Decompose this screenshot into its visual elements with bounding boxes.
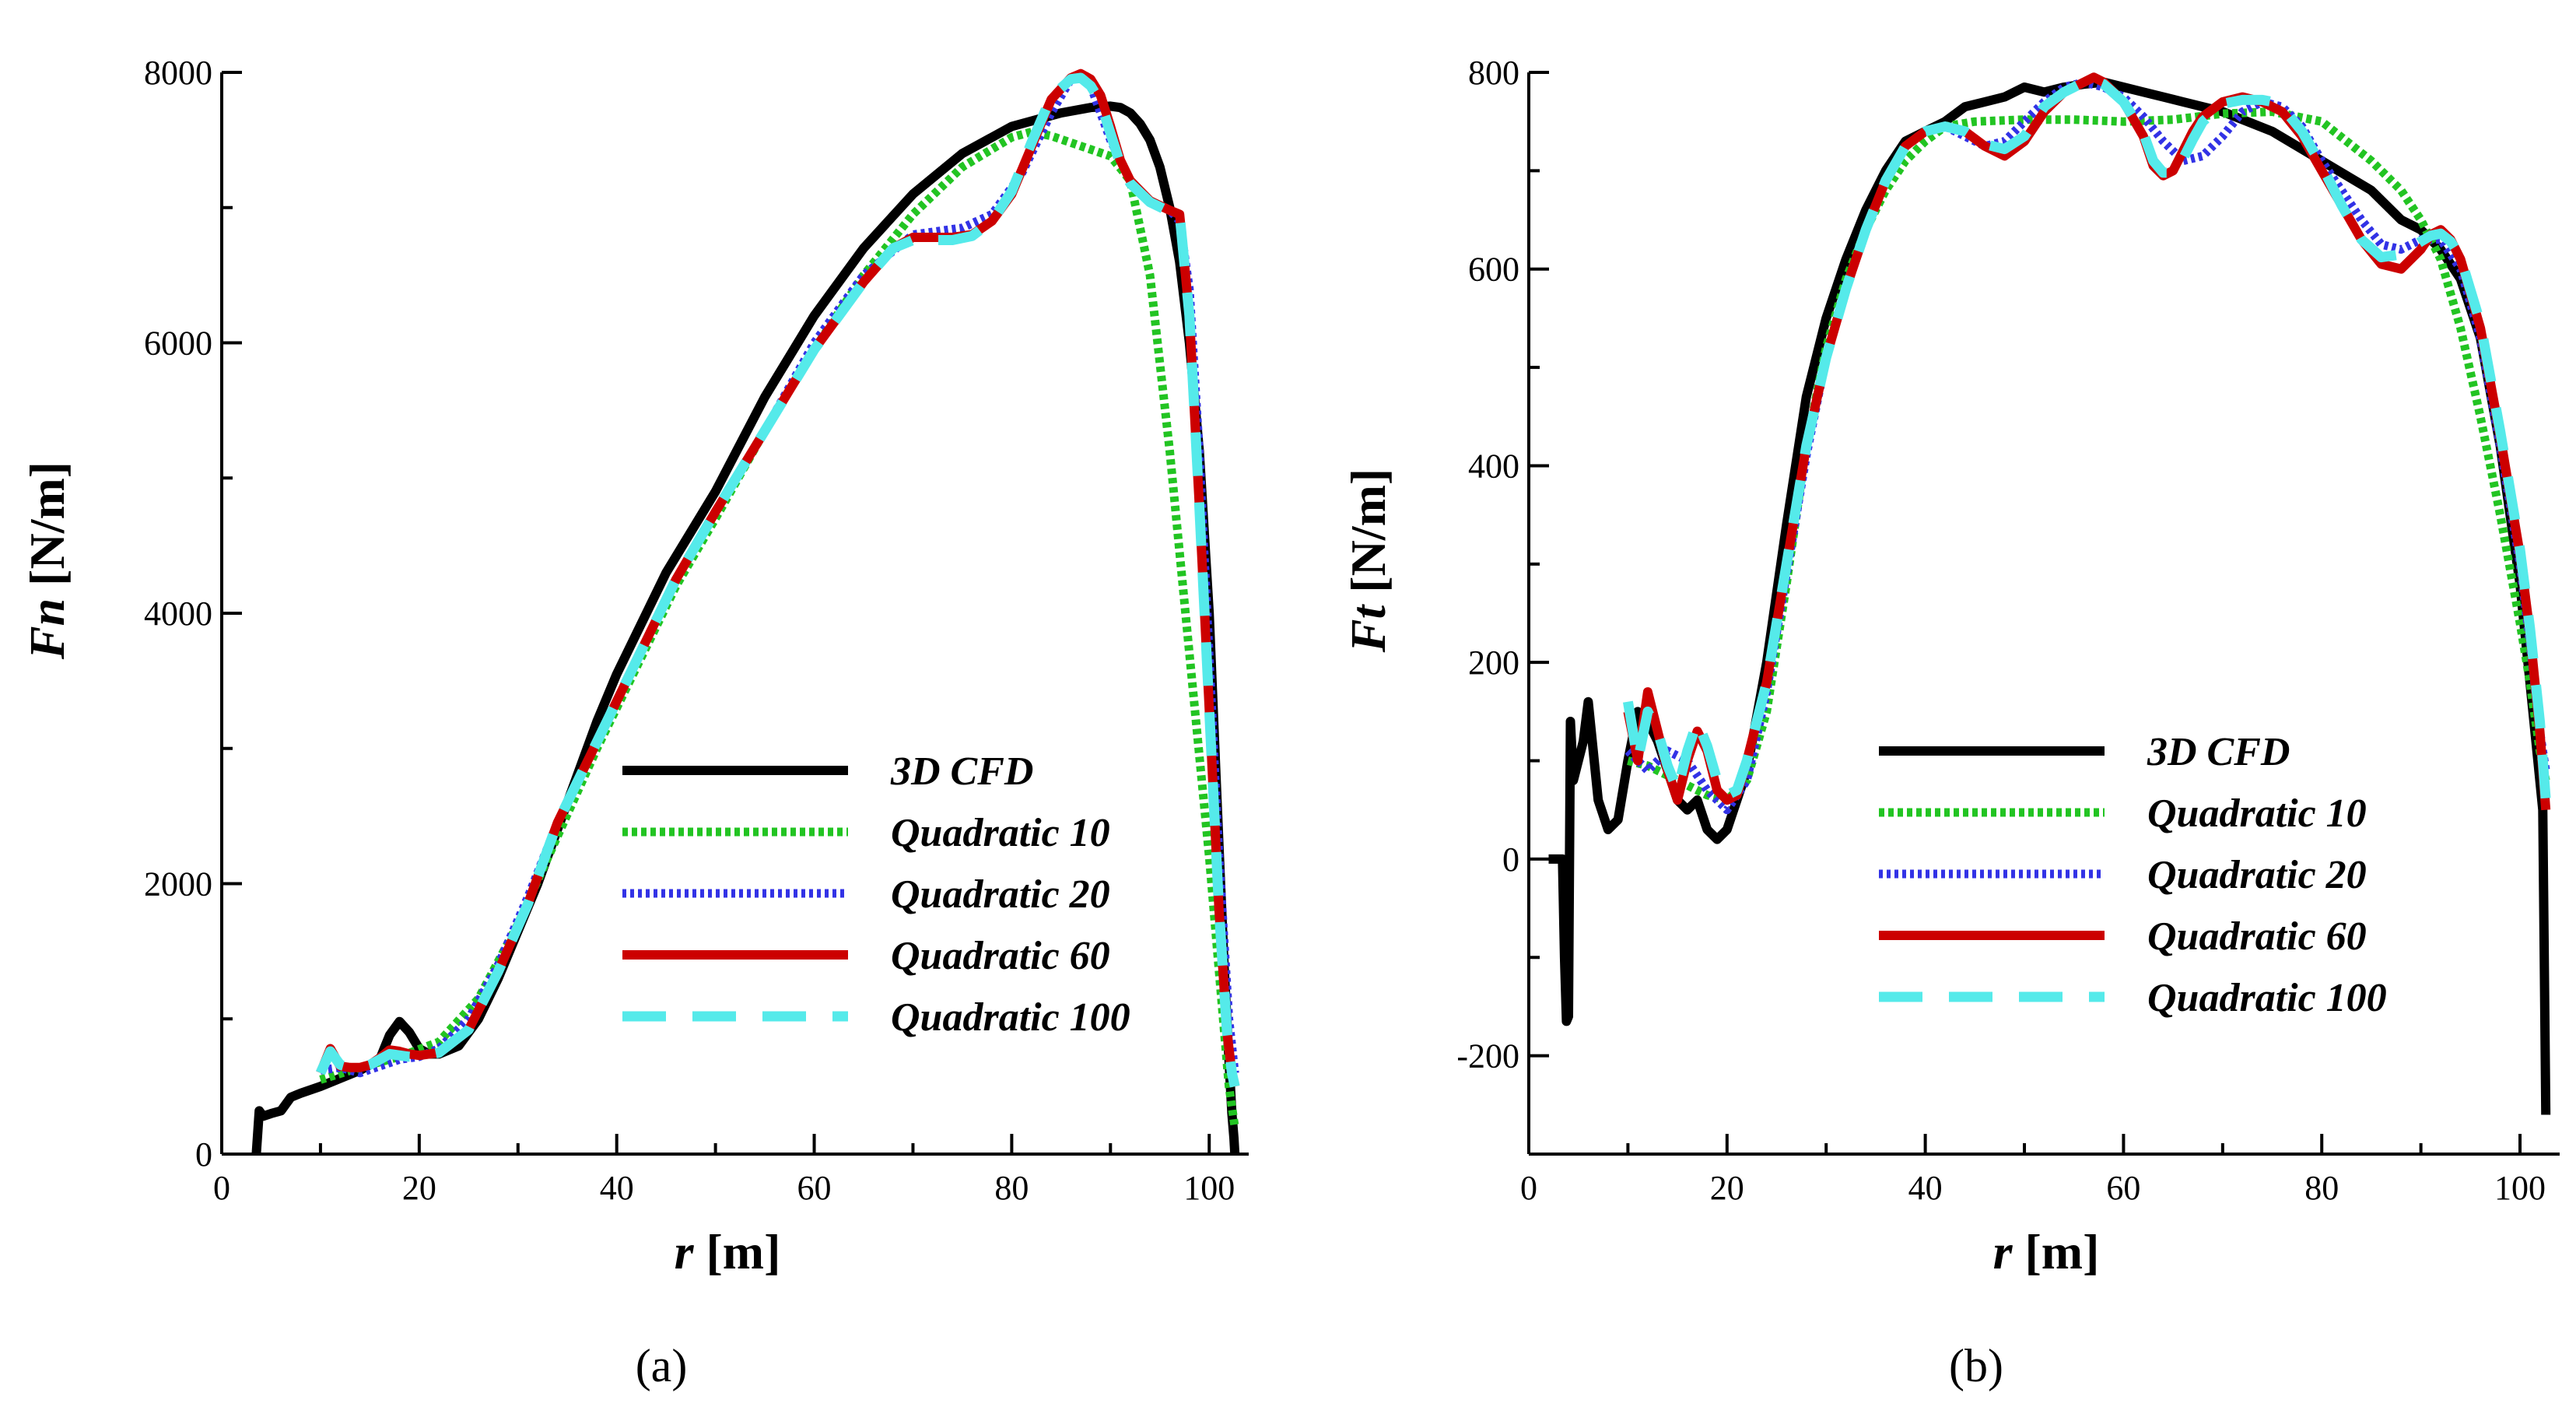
x-tick-label-a: 20 [402, 1169, 436, 1207]
x-tick-label-a: 40 [600, 1169, 634, 1207]
y-tick-label-b: 400 [1468, 447, 1519, 485]
legend-label-quadratic-60-a: Quadratic 60 [891, 934, 1110, 978]
y-axis-title-a: Fn [N/m] [19, 461, 75, 660]
y-tick-label-a: 4000 [144, 595, 212, 633]
legend-label-quadratic-20-b: Quadratic 20 [2147, 853, 2367, 897]
y-axis-var-b: Ft [1341, 604, 1396, 654]
series-group-b [1548, 72, 2551, 1115]
x-axis-spacer-b [2012, 1224, 2024, 1279]
series-line-quadratic-10-b [1627, 107, 2550, 805]
y-tick-label-a: 6000 [144, 325, 212, 363]
x-tick-label-b: 80 [2304, 1169, 2339, 1207]
x-axis-var-b: r [1993, 1224, 2013, 1279]
x-tick-label-b: 100 [2494, 1169, 2546, 1207]
legend-label-quadratic-60-b: Quadratic 60 [2147, 914, 2367, 959]
legend-label-3d-cfd-a: 3D CFD [890, 749, 1033, 794]
x-tick-label-a: 60 [797, 1169, 832, 1207]
y-axis-unit-b: [N/m] [1341, 468, 1396, 593]
x-axis-title-a: r [m] [675, 1224, 781, 1279]
x-axis-spacer-a [693, 1224, 706, 1279]
y-axis-spacer-b [1341, 593, 1396, 605]
x-tick-label-b: 0 [1520, 1169, 1537, 1207]
series-line-quadratic-10-a [319, 128, 1239, 1128]
x-tick-label-b: 60 [2106, 1169, 2140, 1207]
y-axis-var-a: Fn [19, 598, 75, 660]
caption-a: (a) [636, 1340, 688, 1391]
y-tick-label-b: 200 [1468, 644, 1519, 682]
x-tick-label-a: 100 [1183, 1169, 1235, 1207]
caption-b: (b) [1949, 1340, 2003, 1391]
x-tick-label-b: 40 [1908, 1169, 1943, 1207]
legend-a: 3D CFD Quadratic 10 Quadratic 20 Quadratic … [622, 749, 1130, 1040]
series-line-quadratic-60-b [1623, 72, 2551, 811]
y-tick-label-a: 8000 [144, 54, 212, 92]
y-tick-label-a: 2000 [144, 865, 212, 903]
y-tick-label-b: 0 [1502, 840, 1519, 879]
legend-label-quadratic-10-b: Quadratic 10 [2147, 791, 2367, 836]
x-axis-unit-b: [m] [2024, 1224, 2099, 1279]
series-line-3d-cfd-b [1548, 77, 2551, 1115]
x-tick-label-a: 80 [994, 1169, 1029, 1207]
legend-label-quadratic-10-a: Quadratic 10 [891, 811, 1110, 855]
y-tick-label-b: -200 [1456, 1037, 1519, 1075]
y-tick-label-b: 800 [1468, 54, 1519, 92]
x-axis-var-a: r [675, 1224, 695, 1279]
legend-label-quadratic-100-a: Quadratic 100 [891, 995, 1130, 1040]
x-tick-label-a: 0 [213, 1169, 230, 1207]
series-group-a [251, 68, 1240, 1154]
legend-b: 3D CFD Quadratic 10 Quadratic 20 Quadratic … [1879, 730, 2387, 1020]
y-tick-label-a: 0 [195, 1135, 212, 1174]
y-axis-title-b: Ft [N/m] [1341, 468, 1396, 653]
legend-label-quadratic-20-a: Quadratic 20 [891, 872, 1110, 917]
legend-label-3d-cfd-b: 3D CFD [2147, 730, 2290, 774]
x-tick-label-b: 20 [1710, 1169, 1744, 1207]
chart-b: Ft [N/m] r [m] (b) -200 0 200 400 600 800 0 20 4… [1341, 54, 2560, 1391]
legend-label-quadratic-100-b: Quadratic 100 [2147, 976, 2387, 1020]
series-line-quadratic-100-a [315, 72, 1240, 1088]
x-axis-unit-a: [m] [706, 1224, 780, 1279]
y-axis-spacer-a [19, 586, 75, 598]
y-tick-label-b: 600 [1468, 251, 1519, 289]
chart-a: Fn [N/m] r [m] (a) 0 2000 4000 6000 8000 0 20 4… [19, 54, 1249, 1391]
y-axis-unit-a: [N/m] [19, 461, 75, 586]
x-axis-title-b: r [m] [1993, 1224, 2100, 1279]
